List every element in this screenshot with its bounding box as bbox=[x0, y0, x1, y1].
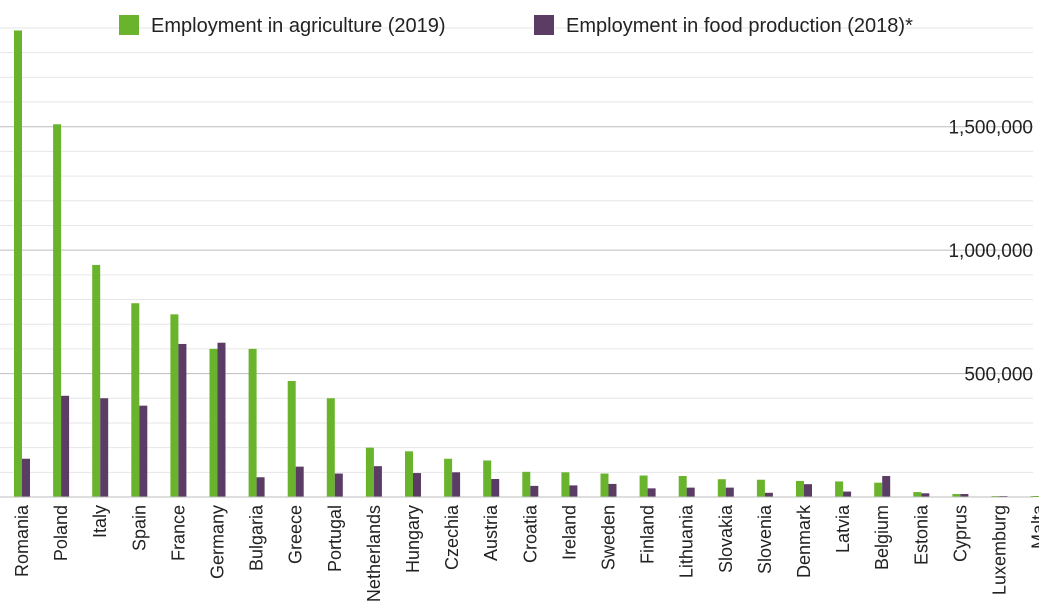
x-tick-label-slovenia: Slovenia bbox=[755, 504, 775, 574]
legend: Employment in agriculture (2019) Employm… bbox=[119, 15, 913, 37]
bar-food-production-croatia bbox=[530, 486, 538, 497]
bar-food-production-austria bbox=[491, 479, 499, 497]
bar-agriculture-belgium bbox=[874, 483, 882, 497]
bar-food-production-lithuania bbox=[687, 488, 695, 497]
bar-agriculture-germany bbox=[210, 349, 218, 497]
x-tick-label-ireland: Ireland bbox=[559, 505, 579, 560]
bar-food-production-slovenia bbox=[765, 493, 773, 497]
bar-agriculture-bulgaria bbox=[249, 349, 257, 497]
bar-agriculture-portugal bbox=[327, 398, 335, 497]
bar-food-production-estonia bbox=[921, 493, 929, 497]
bar-agriculture-czechia bbox=[444, 459, 452, 497]
bar-food-production-romania bbox=[22, 459, 30, 497]
x-tick-label-portugal: Portugal bbox=[325, 505, 345, 572]
x-tick-label-spain: Spain bbox=[129, 505, 149, 551]
x-tick-label-latvia: Latvia bbox=[833, 504, 853, 553]
x-tick-label-lithuania: Lithuania bbox=[677, 504, 697, 578]
x-tick-label-malta: Malta bbox=[1029, 504, 1039, 549]
x-tick-label-romania: Romania bbox=[12, 504, 32, 577]
legend-swatch-agriculture bbox=[119, 15, 139, 35]
bar-agriculture-netherlands bbox=[366, 448, 374, 497]
bar-agriculture-greece bbox=[288, 381, 296, 497]
bar-food-production-hungary bbox=[413, 473, 421, 497]
bar-food-production-bulgaria bbox=[257, 477, 265, 497]
bar-agriculture-latvia bbox=[835, 481, 843, 497]
x-tick-label-austria: Austria bbox=[481, 504, 501, 561]
bar-food-production-germany bbox=[218, 343, 226, 497]
bar-agriculture-slovakia bbox=[718, 479, 726, 497]
x-tick-label-sweden: Sweden bbox=[599, 505, 619, 570]
bar-food-production-spain bbox=[139, 406, 147, 497]
bar-food-production-ireland bbox=[569, 485, 577, 497]
legend-label-food-production: Employment in food production (2018)* bbox=[566, 15, 913, 37]
legend-label-agriculture: Employment in agriculture (2019) bbox=[151, 15, 446, 37]
x-tick-label-slovakia: Slovakia bbox=[716, 504, 736, 573]
y-tick-labels: 500,000 1,000,000 1,500,000 bbox=[948, 118, 1033, 386]
bar-food-production-greece bbox=[296, 467, 304, 497]
bar-food-production-france bbox=[178, 344, 186, 497]
y-tick-label: 1,000,000 bbox=[948, 241, 1033, 262]
x-tick-label-france: France bbox=[168, 505, 188, 561]
x-tick-label-bulgaria: Bulgaria bbox=[247, 504, 267, 571]
bar-agriculture-denmark bbox=[796, 481, 804, 497]
bar-food-production-czechia bbox=[452, 472, 460, 497]
bar-food-production-finland bbox=[648, 488, 656, 497]
x-tick-label-croatia: Croatia bbox=[520, 504, 540, 563]
bar-agriculture-sweden bbox=[601, 474, 609, 497]
x-tick-label-luxemburg: Luxemburg bbox=[990, 505, 1010, 595]
bar-agriculture-romania bbox=[14, 30, 22, 497]
bar-agriculture-finland bbox=[640, 476, 648, 497]
x-tick-label-germany: Germany bbox=[208, 505, 228, 579]
x-tick-label-hungary: Hungary bbox=[403, 505, 423, 573]
x-tick-labels: Romania Poland Italy Spain France Germany Bulg… bbox=[12, 504, 1039, 602]
bar-agriculture-ireland bbox=[561, 472, 569, 497]
bar-food-production-belgium bbox=[882, 476, 890, 497]
bar-food-production-netherlands bbox=[374, 466, 382, 497]
bar-food-production-latvia bbox=[843, 492, 851, 497]
bar-agriculture-spain bbox=[131, 303, 139, 497]
bar-food-production-poland bbox=[61, 396, 69, 497]
x-tick-label-cyprus: Cyprus bbox=[950, 505, 970, 562]
y-tick-label: 1,500,000 bbox=[948, 118, 1033, 139]
x-tick-label-poland: Poland bbox=[51, 505, 71, 561]
bars bbox=[14, 30, 1039, 497]
x-tick-label-finland: Finland bbox=[638, 505, 658, 564]
bar-agriculture-france bbox=[170, 314, 178, 497]
bar-agriculture-hungary bbox=[405, 451, 413, 497]
bar-agriculture-austria bbox=[483, 460, 491, 497]
bar-agriculture-estonia bbox=[913, 492, 921, 497]
x-tick-label-greece: Greece bbox=[286, 505, 306, 564]
bar-food-production-sweden bbox=[609, 484, 617, 497]
legend-swatch-food-production bbox=[534, 15, 554, 35]
x-tick-label-czechia: Czechia bbox=[442, 504, 462, 570]
x-tick-label-italy: Italy bbox=[90, 505, 110, 538]
x-tick-label-estonia: Estonia bbox=[911, 504, 931, 565]
bar-food-production-denmark bbox=[804, 484, 812, 497]
bar-food-production-italy bbox=[100, 398, 108, 497]
gridlines bbox=[0, 28, 1033, 472]
bar-agriculture-croatia bbox=[522, 472, 530, 497]
bar-agriculture-italy bbox=[92, 265, 100, 497]
x-tick-label-denmark: Denmark bbox=[794, 504, 814, 578]
bar-food-production-portugal bbox=[335, 474, 343, 497]
bar-agriculture-slovenia bbox=[757, 480, 765, 497]
bar-agriculture-lithuania bbox=[679, 476, 687, 497]
bar-food-production-slovakia bbox=[726, 488, 734, 497]
bar-agriculture-poland bbox=[53, 124, 61, 497]
x-tick-label-netherlands: Netherlands bbox=[364, 505, 384, 602]
y-tick-label: 500,000 bbox=[964, 365, 1033, 386]
x-tick-label-belgium: Belgium bbox=[872, 505, 892, 570]
